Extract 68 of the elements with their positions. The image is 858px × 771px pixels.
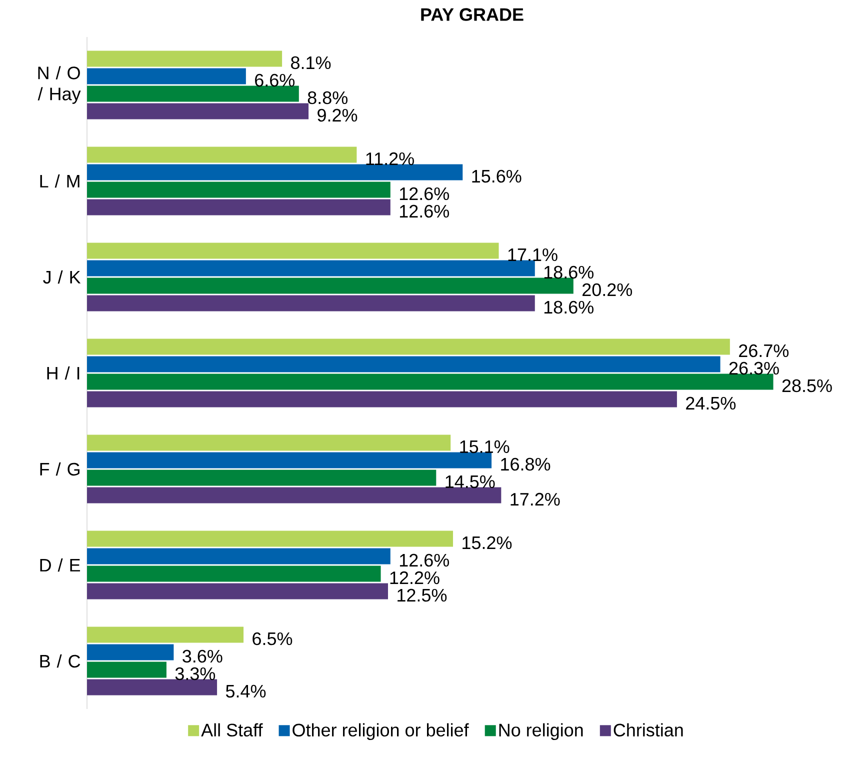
- bar: [87, 644, 174, 660]
- bar: [87, 103, 309, 120]
- data-label: 12.6%: [400, 204, 450, 218]
- data-label: 3.6%: [182, 650, 222, 663]
- bar: [87, 164, 463, 180]
- bar: [87, 68, 246, 84]
- bar: [87, 50, 282, 67]
- bar: [87, 452, 492, 468]
- legend-label: Christian: [614, 723, 683, 736]
- bar: [87, 260, 535, 276]
- bar: [87, 679, 218, 696]
- bar: [87, 626, 244, 643]
- bar: [87, 86, 299, 102]
- data-label: 28.5%: [782, 379, 832, 392]
- data-label: 18.6%: [544, 266, 594, 279]
- bar: [87, 548, 390, 564]
- bar: [87, 566, 381, 582]
- y-tick-label: J / K: [43, 270, 81, 284]
- data-label: 11.2%: [366, 152, 414, 166]
- legend-label: Other religion or belief: [292, 723, 469, 740]
- data-label: 17.1%: [508, 248, 558, 262]
- data-label: 16.8%: [501, 458, 550, 471]
- data-label: 14.5%: [446, 475, 495, 488]
- bar: [87, 434, 451, 451]
- data-label: 12.2%: [390, 571, 440, 584]
- bar: [87, 295, 535, 312]
- y-tick-label: H / I: [47, 366, 80, 380]
- y-tick-label: N / O / Hay: [38, 66, 81, 104]
- y-tick-label: F / G: [40, 462, 80, 476]
- data-label: 24.5%: [686, 396, 736, 410]
- data-label: 26.7%: [739, 344, 789, 358]
- y-tick-label: D / E: [40, 558, 80, 572]
- bar: [87, 199, 390, 216]
- bar: [87, 374, 774, 390]
- bar: [87, 338, 730, 355]
- bar: [87, 662, 166, 678]
- bar: [87, 242, 499, 259]
- data-label: 12.5%: [398, 588, 447, 602]
- y-tick-label: L / M: [40, 174, 80, 188]
- data-label: 6.5%: [252, 632, 292, 646]
- legend-label: All Staff: [201, 723, 263, 736]
- data-label: 8.8%: [308, 91, 348, 104]
- bar: [87, 470, 436, 486]
- bar: [87, 182, 390, 198]
- bar: [87, 278, 574, 294]
- data-label: 26.3%: [729, 362, 779, 375]
- data-label: 5.4%: [226, 684, 266, 698]
- data-label: 18.6%: [544, 300, 594, 314]
- data-label: 15.2%: [462, 536, 512, 550]
- bar: [87, 146, 357, 163]
- data-label: 15.6%: [472, 170, 522, 183]
- y-tick-label: B / C: [40, 654, 80, 668]
- data-label: 9.2%: [318, 108, 358, 122]
- legend-label: No religion: [499, 723, 583, 740]
- data-label: 6.6%: [255, 74, 295, 87]
- bar: [87, 391, 677, 408]
- data-label: 17.2%: [510, 492, 560, 506]
- data-label: 12.6%: [400, 187, 450, 200]
- bar: [87, 356, 720, 372]
- bar: [87, 530, 454, 547]
- bar: [87, 487, 502, 504]
- bar: [87, 583, 388, 600]
- data-label: 15.1%: [460, 440, 510, 454]
- data-label: 12.6%: [400, 554, 450, 567]
- data-label: 3.3%: [175, 667, 216, 680]
- data-label: 8.1%: [291, 56, 331, 70]
- chart-title: PAY GRADE: [421, 8, 524, 21]
- data-label: 20.2%: [582, 283, 632, 296]
